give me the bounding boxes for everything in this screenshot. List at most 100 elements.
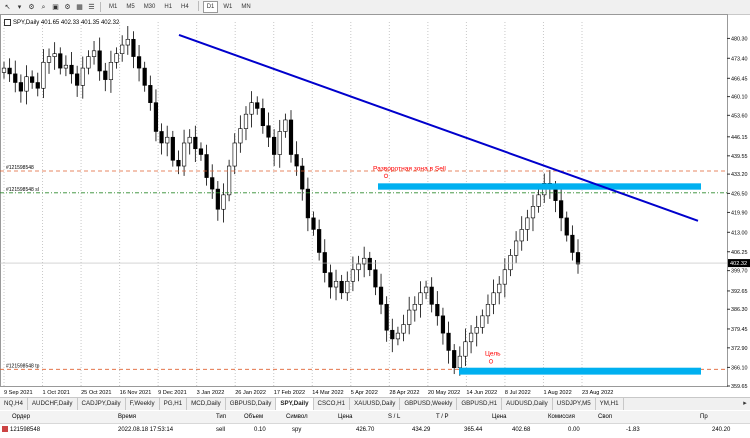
candle-body	[30, 76, 35, 83]
tab-nq-h4[interactable]: NQ,H4	[0, 398, 28, 410]
settings-icon[interactable]: ⚙	[28, 3, 35, 11]
candle-body	[176, 159, 181, 167]
timeframe-h4[interactable]: H4	[181, 4, 189, 10]
tab-f-weekly[interactable]: F,Weekly	[126, 398, 160, 410]
tab-audusd-daily[interactable]: AUDUSD,Daily	[502, 398, 553, 410]
tab-pg-h1[interactable]: PG,H1	[160, 398, 188, 410]
x-tick-label: 26 Jan 2022	[235, 390, 266, 396]
candle-body	[390, 329, 395, 340]
y-tick-label: 359.65	[731, 384, 748, 390]
candle-body	[148, 85, 153, 103]
candle-body	[362, 257, 367, 265]
sell-order-icon	[2, 426, 8, 433]
candle-body	[452, 350, 457, 369]
target-marker	[488, 359, 494, 364]
candle-body	[480, 315, 485, 328]
candle-body	[18, 82, 23, 92]
chart-tabs: NQ,H4 AUDCHF,Daily CADJPY,Daily F,Weekly PG,…	[0, 397, 750, 411]
symbol-icon	[4, 19, 11, 26]
candle-body	[181, 142, 187, 167]
zone-reversal-zone	[378, 183, 701, 190]
grid-icon[interactable]: ▦	[76, 3, 83, 11]
arrow-icon[interactable]: ↖	[4, 3, 11, 11]
x-tick-label: 14 Jun 2022	[466, 390, 497, 396]
orders-column-header[interactable]: Символ	[286, 414, 308, 420]
toolbar-separator	[197, 1, 199, 11]
timeframe-w1[interactable]: W1	[223, 4, 233, 10]
timeframe-h1[interactable]: H1	[164, 4, 173, 10]
tab-ym-h1[interactable]: YM,H1	[596, 398, 624, 410]
y-tick-label: 379.45	[731, 327, 748, 333]
tab-spy-daily[interactable]: SPY,Daily	[276, 398, 314, 410]
current-price-badge	[728, 259, 750, 268]
candle-body	[260, 108, 265, 127]
order-id: 121598548	[2, 424, 40, 436]
orders-column-header[interactable]: Комиссия	[548, 414, 575, 420]
candle-body	[114, 53, 119, 63]
timeframe-m5[interactable]: M5	[126, 4, 135, 10]
candle-body	[97, 50, 102, 72]
order-line-label: #121598548 sl	[6, 187, 39, 193]
tab-audchf-daily[interactable]: AUDCHF,Daily	[28, 398, 78, 410]
tab-gbpusd-h1[interactable]: GBPUSD,H1	[457, 398, 503, 410]
candle-body	[46, 56, 52, 63]
tab-cadjpy-daily[interactable]: CADJPY,Daily	[78, 398, 126, 410]
properties-icon[interactable]: ▣	[52, 3, 59, 11]
candle-body	[170, 136, 175, 161]
tab-gbpusd-weekly[interactable]: GBPUSD,Weekly	[400, 398, 458, 410]
orders-column-header[interactable]: Пр	[700, 414, 708, 420]
tab-usdjpy-m5[interactable]: USDJPY,M5	[553, 398, 596, 410]
orders-header: Ордер Время Тип Объем Символ Цена S / L T / P Це…	[0, 411, 750, 424]
orders-column-header[interactable]: Цена	[338, 414, 353, 420]
template-icon[interactable]: ☰	[88, 3, 95, 11]
tab-scroll-icon[interactable]: ▸	[743, 400, 747, 407]
tab-xauusd-daily[interactable]: XAUUSD,Daily	[350, 398, 401, 410]
chart-canvas[interactable]: 9 Sep 2021 1 Oct 2021 25 Oct 2021 16 Nov 20…	[0, 14, 750, 397]
orders-column-header[interactable]: Время	[118, 414, 137, 420]
candle-body	[395, 332, 401, 340]
tab-gbpusd-daily[interactable]: GBPUSD,Daily	[226, 398, 277, 410]
candle-body	[530, 206, 536, 219]
dropdown-icon[interactable]: ▾	[17, 3, 22, 11]
candle-body	[13, 73, 18, 83]
candle-body	[513, 240, 519, 256]
candle-body	[356, 263, 361, 271]
candle-body	[502, 269, 507, 285]
x-tick-label: 20 May 2022	[428, 390, 460, 396]
tab-mcd-daily[interactable]: MCD,Daily	[187, 398, 226, 410]
candle-body	[249, 102, 254, 115]
orders-column-header[interactable]: Тип	[216, 414, 227, 420]
orders-column-header[interactable]: Цена	[492, 414, 507, 420]
timeframe-m30[interactable]: M30	[143, 4, 156, 10]
order-row[interactable]: 121598548 2022.08.18 17:53:14 sell 0.10 spy 4…	[0, 424, 750, 436]
candle-body	[7, 67, 12, 75]
current-price-label: 402.32	[730, 261, 747, 267]
orders-column-header[interactable]: Ордер	[12, 414, 31, 420]
y-tick-label: 439.55	[731, 154, 748, 160]
x-tick-label: 14 Mar 2022	[312, 390, 343, 396]
orders-column-header[interactable]: S / L	[388, 414, 401, 420]
timeframe-mn[interactable]: MN	[241, 4, 251, 10]
timeframe-d1[interactable]: D1	[202, 1, 219, 13]
orders-column-header[interactable]: Объем	[244, 414, 264, 420]
period-icon[interactable]: ⚙	[64, 3, 71, 11]
x-tick-label: 23 Aug 2022	[582, 390, 613, 396]
orders-column-header[interactable]: T / P	[436, 414, 449, 420]
candle-body	[1, 67, 7, 73]
chart-title-text: SPY,Daily 401.65 402.33 401.35 402.32	[13, 20, 120, 27]
timeframe-m1[interactable]: M1	[109, 4, 118, 10]
candle-body	[519, 229, 524, 242]
candle-body	[187, 136, 192, 144]
candle-body	[210, 177, 215, 190]
candle-body	[159, 131, 164, 144]
candle-body	[277, 131, 282, 155]
zoom-icon[interactable]: ⌕	[41, 3, 46, 11]
price-chart[interactable]: 9 Sep 2021 1 Oct 2021 25 Oct 2021 16 Nov 20…	[0, 14, 750, 397]
order-cell: 434.29	[412, 427, 431, 433]
candle-body	[350, 269, 356, 282]
reversal-zone-marker	[383, 173, 389, 178]
tab-csco-h1[interactable]: CSCO,H1	[314, 398, 351, 410]
candle-body	[564, 217, 569, 236]
candle-body	[103, 70, 108, 80]
orders-column-header[interactable]: Своп	[598, 414, 613, 420]
